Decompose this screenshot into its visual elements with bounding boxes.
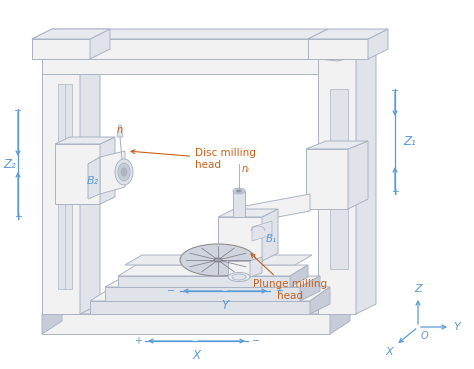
Polygon shape <box>58 84 72 289</box>
Polygon shape <box>125 255 312 265</box>
Polygon shape <box>308 39 368 59</box>
Polygon shape <box>80 51 100 314</box>
Polygon shape <box>318 59 356 314</box>
Ellipse shape <box>115 159 133 185</box>
Polygon shape <box>300 276 320 301</box>
Text: B₁: B₁ <box>266 234 277 244</box>
Polygon shape <box>105 287 300 301</box>
Polygon shape <box>100 137 115 204</box>
Polygon shape <box>32 39 308 59</box>
Text: nᵢ: nᵢ <box>242 164 250 174</box>
Ellipse shape <box>233 188 245 194</box>
Ellipse shape <box>236 190 242 193</box>
Polygon shape <box>330 89 348 269</box>
Polygon shape <box>228 261 250 277</box>
Polygon shape <box>250 257 262 277</box>
Polygon shape <box>118 265 308 276</box>
Text: +: + <box>14 212 22 222</box>
Text: X: X <box>385 347 393 357</box>
Text: O: O <box>421 331 428 341</box>
Polygon shape <box>90 29 110 59</box>
Polygon shape <box>42 301 62 334</box>
Polygon shape <box>42 301 350 314</box>
Polygon shape <box>218 217 262 261</box>
Polygon shape <box>118 276 290 287</box>
Polygon shape <box>240 194 310 224</box>
Ellipse shape <box>118 163 130 181</box>
Polygon shape <box>88 157 100 199</box>
Polygon shape <box>306 149 348 209</box>
Text: X: X <box>193 349 201 362</box>
Text: +: + <box>275 286 283 296</box>
Ellipse shape <box>228 272 250 282</box>
Polygon shape <box>42 59 80 314</box>
Text: +: + <box>391 187 399 197</box>
Polygon shape <box>308 29 388 39</box>
Polygon shape <box>55 137 115 144</box>
Text: Y: Y <box>453 322 460 332</box>
Polygon shape <box>42 51 100 61</box>
Polygon shape <box>42 59 318 74</box>
Polygon shape <box>356 51 376 314</box>
Polygon shape <box>100 151 125 194</box>
Polygon shape <box>117 125 123 137</box>
Polygon shape <box>32 29 110 39</box>
Ellipse shape <box>180 244 256 276</box>
Polygon shape <box>228 207 240 229</box>
Polygon shape <box>233 191 245 217</box>
Text: −: − <box>167 286 175 296</box>
Polygon shape <box>218 209 278 217</box>
Polygon shape <box>32 39 90 59</box>
Polygon shape <box>262 209 278 261</box>
Text: −: − <box>252 336 260 346</box>
Text: Z₂: Z₂ <box>4 158 17 170</box>
Polygon shape <box>310 287 330 314</box>
Polygon shape <box>32 29 328 39</box>
Polygon shape <box>290 265 308 287</box>
Ellipse shape <box>232 274 246 280</box>
Polygon shape <box>318 51 376 61</box>
Polygon shape <box>348 141 368 209</box>
Ellipse shape <box>121 168 127 176</box>
Text: B₂: B₂ <box>87 176 99 186</box>
Text: +: + <box>134 336 142 346</box>
Text: −: − <box>391 86 399 96</box>
Text: Disc milling
head: Disc milling head <box>131 148 256 170</box>
Polygon shape <box>105 276 320 287</box>
Polygon shape <box>55 144 100 204</box>
Polygon shape <box>90 287 330 301</box>
Text: Plunge milling
head: Plunge milling head <box>251 254 327 301</box>
Polygon shape <box>42 314 330 334</box>
Polygon shape <box>252 221 272 241</box>
Text: −: − <box>14 106 22 116</box>
Text: n: n <box>117 125 123 135</box>
Polygon shape <box>90 301 310 314</box>
Text: Z₁: Z₁ <box>403 134 416 148</box>
Polygon shape <box>330 301 350 334</box>
Polygon shape <box>306 141 368 149</box>
Ellipse shape <box>214 258 222 262</box>
Polygon shape <box>368 29 388 59</box>
Text: Y: Y <box>221 299 228 312</box>
Text: Z: Z <box>414 284 422 294</box>
